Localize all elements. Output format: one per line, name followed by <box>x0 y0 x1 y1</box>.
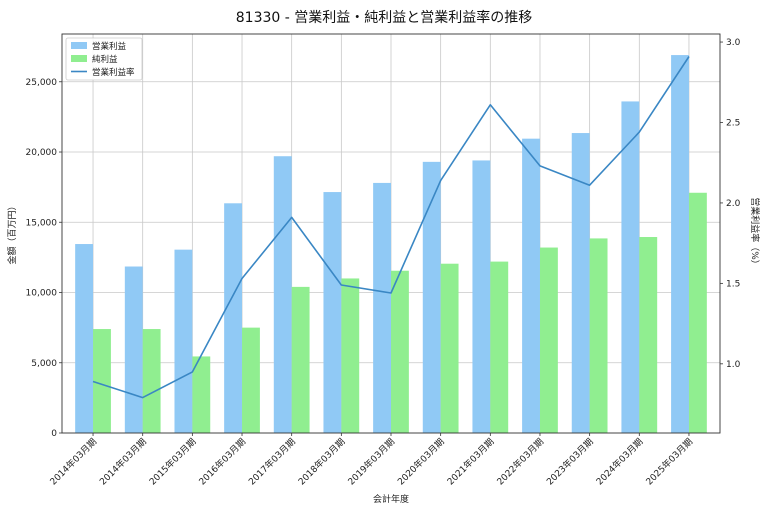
bar-operating-profit <box>522 138 540 434</box>
x-tick-label: 2016年03月期 <box>196 436 248 488</box>
y2-tick-label: 2.0 <box>726 199 741 209</box>
legend: 営業利益 純利益 営業利益率 <box>65 37 143 81</box>
y-tick-label: 10,000 <box>26 289 58 299</box>
x-tick-label: 2019年03月期 <box>345 436 397 488</box>
bar-net-profit <box>142 329 161 433</box>
x-tick-label: 2020年03月期 <box>395 436 447 488</box>
bar-net-profit <box>291 286 310 433</box>
legend-swatch-operating-profit <box>71 42 87 49</box>
x-ticks-layer: 2014年03月期 2014年03月期 2015年03月期 2016年03月期 2017… <box>47 433 695 488</box>
y-ticks-layer: 0 5,000 10,000 15,000 20,000 25,000 <box>26 78 62 439</box>
bar-operating-profit <box>224 203 243 433</box>
bar-net-profit <box>539 247 558 433</box>
chart-title: 81330 - 営業利益・純利益と営業利益率の推移 <box>236 9 533 26</box>
bar-operating-profit <box>174 249 193 433</box>
bar-net-profit <box>490 261 509 433</box>
bar-operating-profit <box>621 101 640 434</box>
bar-operating-profit <box>75 244 94 433</box>
legend-label-net-profit: 純利益 <box>92 54 118 65</box>
bar-net-profit <box>589 238 608 433</box>
x-tick-label: 2021年03月期 <box>445 436 497 488</box>
y2-ticks-layer: 1.0 1.5 2.0 2.5 3.0 <box>720 38 741 370</box>
legend-label-operating-margin: 営業利益率 <box>92 67 135 78</box>
y2-axis-label: 営業利益率（%） <box>749 197 761 269</box>
y-tick-label: 0 <box>51 429 57 439</box>
bar-net-profit <box>440 263 459 433</box>
bar-operating-profit <box>671 55 689 433</box>
x-tick-label: 2015年03月期 <box>147 436 199 488</box>
x-tick-label: 2014年03月期 <box>97 436 149 488</box>
bar-net-profit <box>341 278 360 433</box>
bar-operating-profit <box>323 192 342 433</box>
x-tick-label: 2025年03月期 <box>643 436 695 488</box>
bar-net-profit <box>639 237 658 433</box>
x-tick-label: 2023年03月期 <box>544 436 596 488</box>
y-tick-label: 20,000 <box>26 148 58 158</box>
legend-swatch-net-profit <box>71 55 87 62</box>
bar-net-profit <box>391 270 409 433</box>
x-tick-label: 2017年03月期 <box>246 436 298 488</box>
y2-tick-label: 1.5 <box>726 279 740 289</box>
bar-operating-profit <box>373 182 391 433</box>
y-tick-label: 5,000 <box>31 359 57 369</box>
bar-operating-profit <box>472 160 491 433</box>
y-tick-label: 15,000 <box>26 218 58 228</box>
bar-operating-profit <box>422 161 441 434</box>
bar-operating-profit <box>273 156 292 433</box>
y-tick-label: 25,000 <box>26 78 58 88</box>
bar-operating-profit <box>571 133 590 433</box>
x-axis-label: 会計年度 <box>373 493 409 505</box>
legend-label-operating-profit: 営業利益 <box>92 41 127 52</box>
series-line-operating-margin <box>92 56 690 399</box>
y-axis-label: 金額（百万円） <box>6 201 18 264</box>
bar-net-profit <box>688 192 707 433</box>
bar-net-profit <box>93 329 111 433</box>
x-tick-label: 2014年03月期 <box>47 436 99 488</box>
bar-operating-profit <box>124 266 143 433</box>
y2-tick-label: 1.0 <box>726 360 741 370</box>
bar-net-profit <box>192 356 211 433</box>
x-tick-label: 2024年03月期 <box>594 436 646 488</box>
line-layer <box>92 56 690 399</box>
x-tick-label: 2018年03月期 <box>296 436 348 488</box>
y2-tick-label: 2.5 <box>726 118 740 128</box>
x-tick-label: 2022年03月期 <box>494 436 546 488</box>
y2-tick-label: 3.0 <box>726 38 741 48</box>
bars-layer <box>75 55 707 434</box>
bar-net-profit <box>242 327 260 433</box>
